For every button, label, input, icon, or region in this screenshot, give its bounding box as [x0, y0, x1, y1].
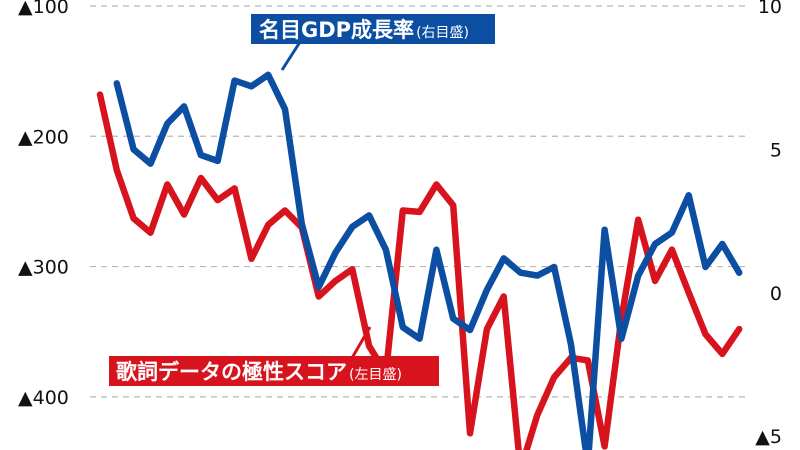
gdp-callout-leader [280, 41, 302, 71]
gdp-series-label: 名目GDP成長率 (右目盛) [259, 18, 469, 42]
lyrics-series-callout: 歌詞データの極性スコア (左目盛) [109, 326, 439, 386]
gdp-series-name: 名目GDP成長率 [259, 18, 414, 42]
lyrics-callout-leader [350, 326, 372, 359]
right-axis-ticks: 10 5 0 ▲5 [755, 0, 782, 448]
left-axis-ticks: ▲100 ▲200 ▲300 ▲400 [18, 0, 69, 409]
lyrics-axis-note: (左目盛) [349, 367, 402, 383]
gdp-series-line [113, 71, 743, 450]
left-tick-label: ▲300 [18, 257, 69, 279]
series-layer [96, 71, 743, 450]
lyrics-label-box [109, 356, 439, 386]
right-tick-label: 10 [758, 0, 782, 18]
right-tick-label: 5 [770, 139, 782, 161]
gdp-axis-note: (右目盛) [416, 25, 469, 41]
left-tick-label: ▲200 [18, 126, 69, 148]
gridlines [90, 5, 750, 398]
lyrics-series-name: 歌詞データの極性スコア [116, 360, 347, 384]
gdp-series-callout: 名目GDP成長率 (右目盛) [251, 14, 495, 71]
left-tick-label: ▲100 [18, 0, 69, 18]
gdp-label-box [251, 14, 495, 44]
lyrics-series-line [96, 91, 743, 450]
right-tick-label: ▲5 [755, 426, 782, 448]
lyrics-series-label: 歌詞データの極性スコア (左目盛) [116, 360, 402, 384]
left-tick-label: ▲400 [18, 387, 69, 409]
right-tick-label: 0 [770, 283, 782, 305]
